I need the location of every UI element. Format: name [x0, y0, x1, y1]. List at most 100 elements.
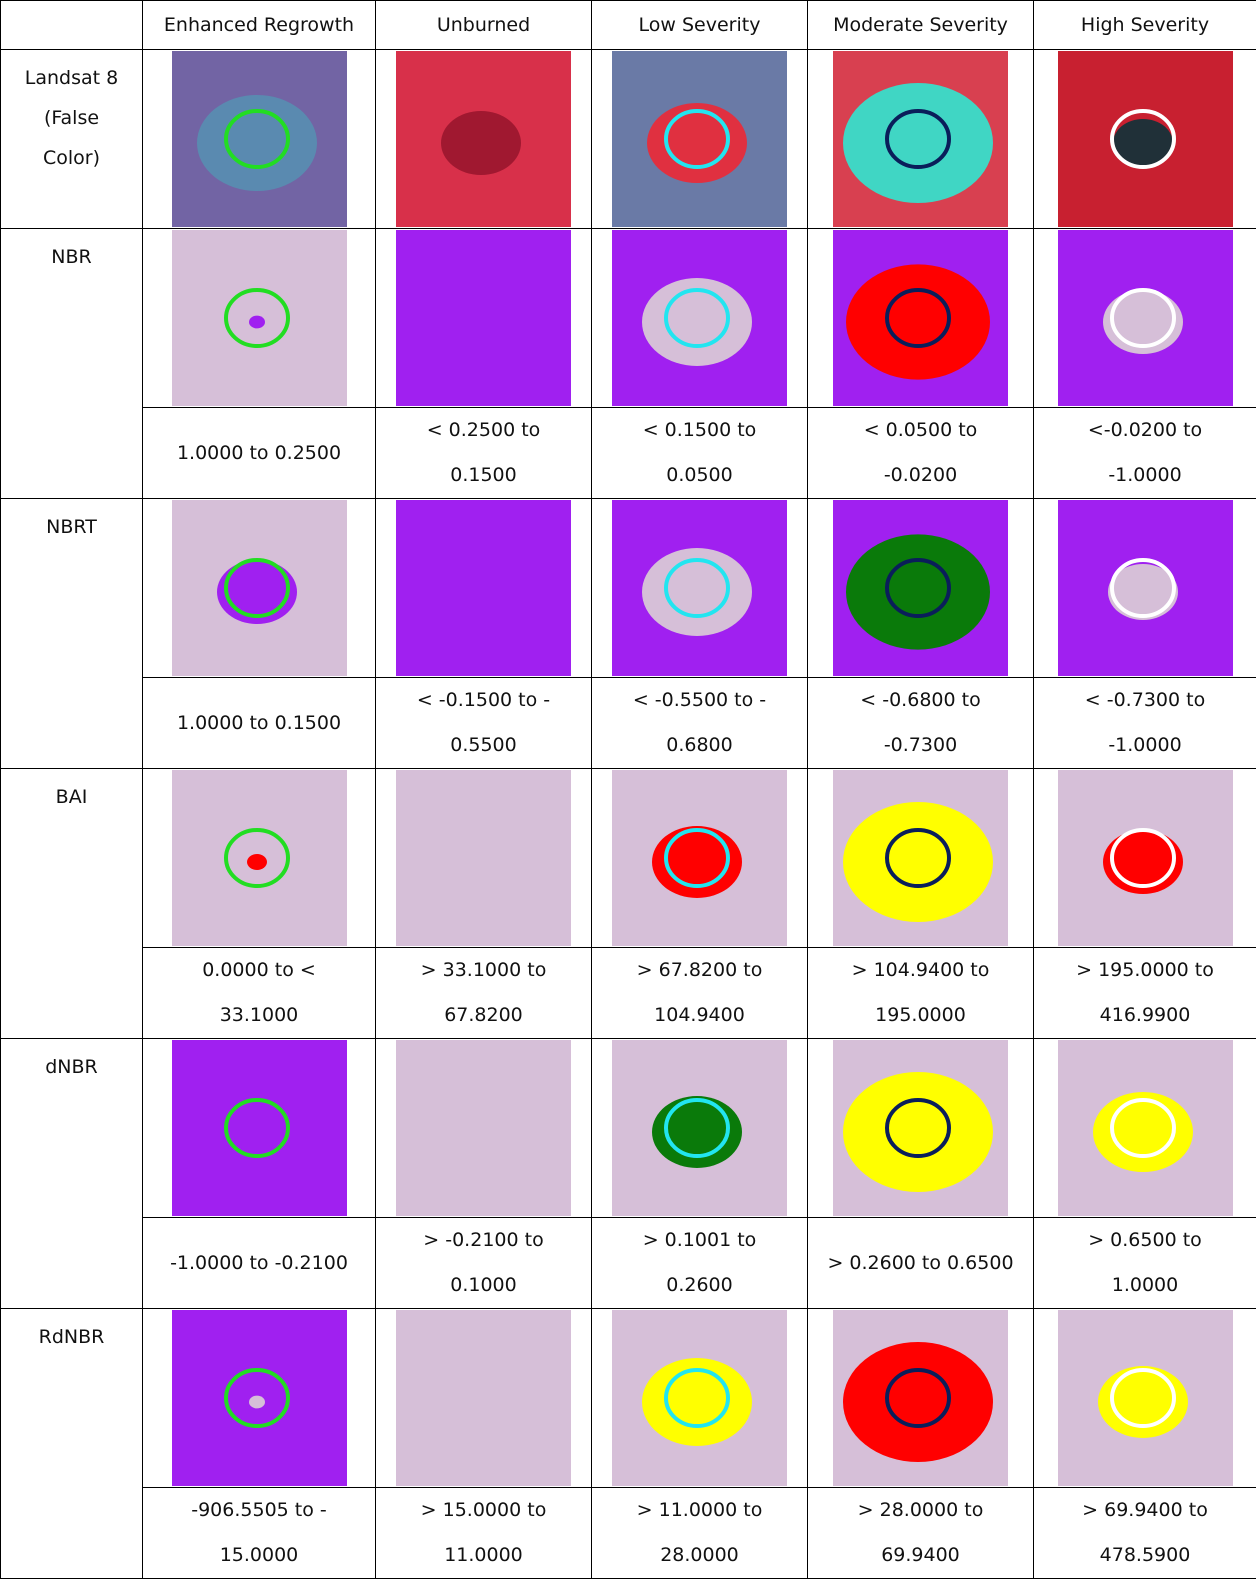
thumbnail — [612, 500, 787, 676]
image-cell — [376, 499, 592, 678]
thumbnail — [833, 500, 1008, 676]
range-cell: > 0.2600 to 0.6500 — [808, 1218, 1034, 1309]
column-header: Unburned — [376, 1, 592, 50]
image-row: NBR — [1, 229, 1256, 408]
image-row: NBRT — [1, 499, 1256, 678]
image-cell — [808, 769, 1034, 948]
thumbnail — [172, 1040, 347, 1216]
range-row: 1.0000 to 0.1500< -0.1500 to - 0.5500< -… — [1, 678, 1256, 769]
image-cell — [1034, 769, 1256, 948]
thumbnail — [396, 1310, 571, 1486]
image-cell — [592, 499, 808, 678]
thumbnail — [833, 51, 1008, 227]
row-label: NBR — [51, 237, 91, 277]
image-row: dNBR — [1, 1039, 1256, 1218]
range-cell: > 0.1001 to 0.2600 — [592, 1218, 808, 1309]
range-cell: 0.0000 to < 33.1000 — [143, 948, 376, 1039]
thumbnail-bg — [172, 1040, 347, 1216]
thumbnail — [612, 51, 787, 227]
image-cell — [808, 229, 1034, 408]
image-cell — [1034, 1309, 1256, 1488]
range-cell: -906.5505 to - 15.0000 — [143, 1488, 376, 1579]
range-row: 1.0000 to 0.2500< 0.2500 to 0.1500< 0.15… — [1, 408, 1256, 499]
thumbnail — [833, 1040, 1008, 1216]
range-cell: > -0.2100 to 0.1000 — [376, 1218, 592, 1309]
thumbnail — [396, 770, 571, 946]
range-cell: > 11.0000 to 28.0000 — [592, 1488, 808, 1579]
range-cell: > 0.6500 to 1.0000 — [1034, 1218, 1256, 1309]
index-table: Enhanced RegrowthUnburnedLow SeverityMod… — [0, 0, 1256, 1579]
thumbnail-patch — [1093, 1092, 1193, 1172]
row-label: RdNBR — [39, 1317, 105, 1357]
column-header: Enhanced Regrowth — [143, 1, 376, 50]
range-cell: > 195.0000 to 416.9900 — [1034, 948, 1256, 1039]
thumbnail-patch — [647, 103, 747, 183]
range-cell: > 69.9400 to 478.5900 — [1034, 1488, 1256, 1579]
range-cell: < -0.7300 to -1.0000 — [1034, 678, 1256, 769]
thumbnail — [172, 770, 347, 946]
thumbnail — [612, 1040, 787, 1216]
thumbnail — [1058, 770, 1233, 946]
thumbnail-patch — [249, 1396, 265, 1409]
row-label: dNBR — [45, 1047, 98, 1087]
thumbnail — [396, 230, 571, 406]
thumbnail — [172, 230, 347, 406]
image-cell — [376, 50, 592, 229]
image-cell — [808, 50, 1034, 229]
thumbnail-patch — [249, 316, 265, 329]
image-cell — [1034, 499, 1256, 678]
thumbnail — [833, 770, 1008, 946]
thumbnail — [1058, 500, 1233, 676]
thumbnail-bg — [396, 1040, 571, 1216]
thumbnail-patch — [247, 854, 267, 870]
thumbnail — [612, 770, 787, 946]
row-label: Landsat 8 (False Color) — [22, 58, 122, 178]
thumbnail — [172, 1310, 347, 1486]
image-row: RdNBR — [1, 1309, 1256, 1488]
image-cell — [376, 1039, 592, 1218]
image-cell — [1034, 50, 1256, 229]
row-label-cell: dNBR — [1, 1039, 143, 1309]
thumbnail — [1058, 1040, 1233, 1216]
thumbnail-bg — [396, 500, 571, 676]
row-label-cell: NBRT — [1, 499, 143, 769]
image-cell — [808, 499, 1034, 678]
range-cell: < -0.6800 to -0.7300 — [808, 678, 1034, 769]
range-cell: > 104.9400 to 195.0000 — [808, 948, 1034, 1039]
image-cell — [592, 229, 808, 408]
row-label-cell: NBR — [1, 229, 143, 499]
range-cell: -1.0000 to -0.2100 — [143, 1218, 376, 1309]
range-cell: < -0.1500 to - 0.5500 — [376, 678, 592, 769]
image-cell — [143, 499, 376, 678]
image-cell — [592, 769, 808, 948]
thumbnail — [833, 1310, 1008, 1486]
thumbnail — [396, 500, 571, 676]
thumbnail — [172, 51, 347, 227]
range-cell: > 15.0000 to 11.0000 — [376, 1488, 592, 1579]
thumbnail-patch — [843, 83, 993, 203]
corner-cell — [1, 1, 143, 50]
range-cell: <-0.0200 to -1.0000 — [1034, 408, 1256, 499]
row-label-cell: BAI — [1, 769, 143, 1039]
image-row: Landsat 8 (False Color) — [1, 50, 1256, 229]
image-cell — [808, 1039, 1034, 1218]
thumbnail-bg — [396, 1310, 571, 1486]
image-cell — [592, 1309, 808, 1488]
range-cell: 1.0000 to 0.2500 — [143, 408, 376, 499]
image-cell — [143, 1309, 376, 1488]
range-cell: < 0.1500 to 0.0500 — [592, 408, 808, 499]
range-row: -1.0000 to -0.2100> -0.2100 to 0.1000> 0… — [1, 1218, 1256, 1309]
thumbnail-patch — [843, 1342, 993, 1462]
column-header: Moderate Severity — [808, 1, 1034, 50]
column-header: High Severity — [1034, 1, 1256, 50]
row-label: NBRT — [46, 507, 97, 547]
thumbnail — [612, 1310, 787, 1486]
thumbnail — [396, 51, 571, 227]
image-cell — [143, 769, 376, 948]
image-cell — [1034, 229, 1256, 408]
image-cell — [376, 1309, 592, 1488]
thumbnail-patch — [846, 264, 990, 379]
image-cell — [808, 1309, 1034, 1488]
image-cell — [592, 50, 808, 229]
